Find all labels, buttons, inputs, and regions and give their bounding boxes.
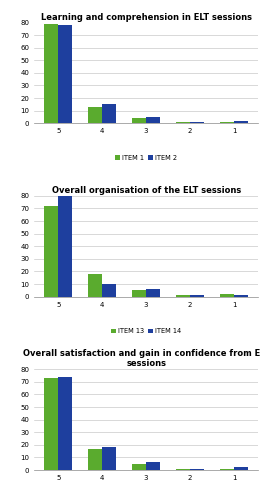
Bar xyxy=(132,118,146,124)
Bar xyxy=(220,468,234,470)
Legend: ITEM 1, ITEM 2: ITEM 1, ITEM 2 xyxy=(115,155,177,161)
Bar xyxy=(88,274,102,296)
Bar xyxy=(146,289,160,296)
Bar xyxy=(102,448,116,470)
Bar xyxy=(44,378,58,470)
Bar xyxy=(44,206,58,296)
Legend: ITEM 13, ITEM 14: ITEM 13, ITEM 14 xyxy=(111,328,181,334)
Bar xyxy=(176,468,190,470)
Title: Overall satisfaction and gain in confidence from ELT
sessions: Overall satisfaction and gain in confide… xyxy=(23,349,261,368)
Bar xyxy=(102,104,116,124)
Bar xyxy=(88,448,102,470)
Bar xyxy=(132,290,146,296)
Title: Learning and comprehension in ELT sessions: Learning and comprehension in ELT sessio… xyxy=(41,12,252,22)
Title: Overall organisation of the ELT sessions: Overall organisation of the ELT sessions xyxy=(51,186,241,195)
Bar xyxy=(88,107,102,124)
Bar xyxy=(220,294,234,296)
Bar xyxy=(44,24,58,124)
Bar xyxy=(190,468,204,470)
Bar xyxy=(132,464,146,470)
Bar xyxy=(220,122,234,124)
Bar xyxy=(146,117,160,123)
Bar xyxy=(58,194,72,296)
Bar xyxy=(190,122,204,124)
Bar xyxy=(102,284,116,296)
Bar xyxy=(58,377,72,470)
Bar xyxy=(58,25,72,124)
Bar xyxy=(176,122,190,124)
Bar xyxy=(146,462,160,470)
Bar xyxy=(234,121,248,124)
Bar xyxy=(234,468,248,470)
